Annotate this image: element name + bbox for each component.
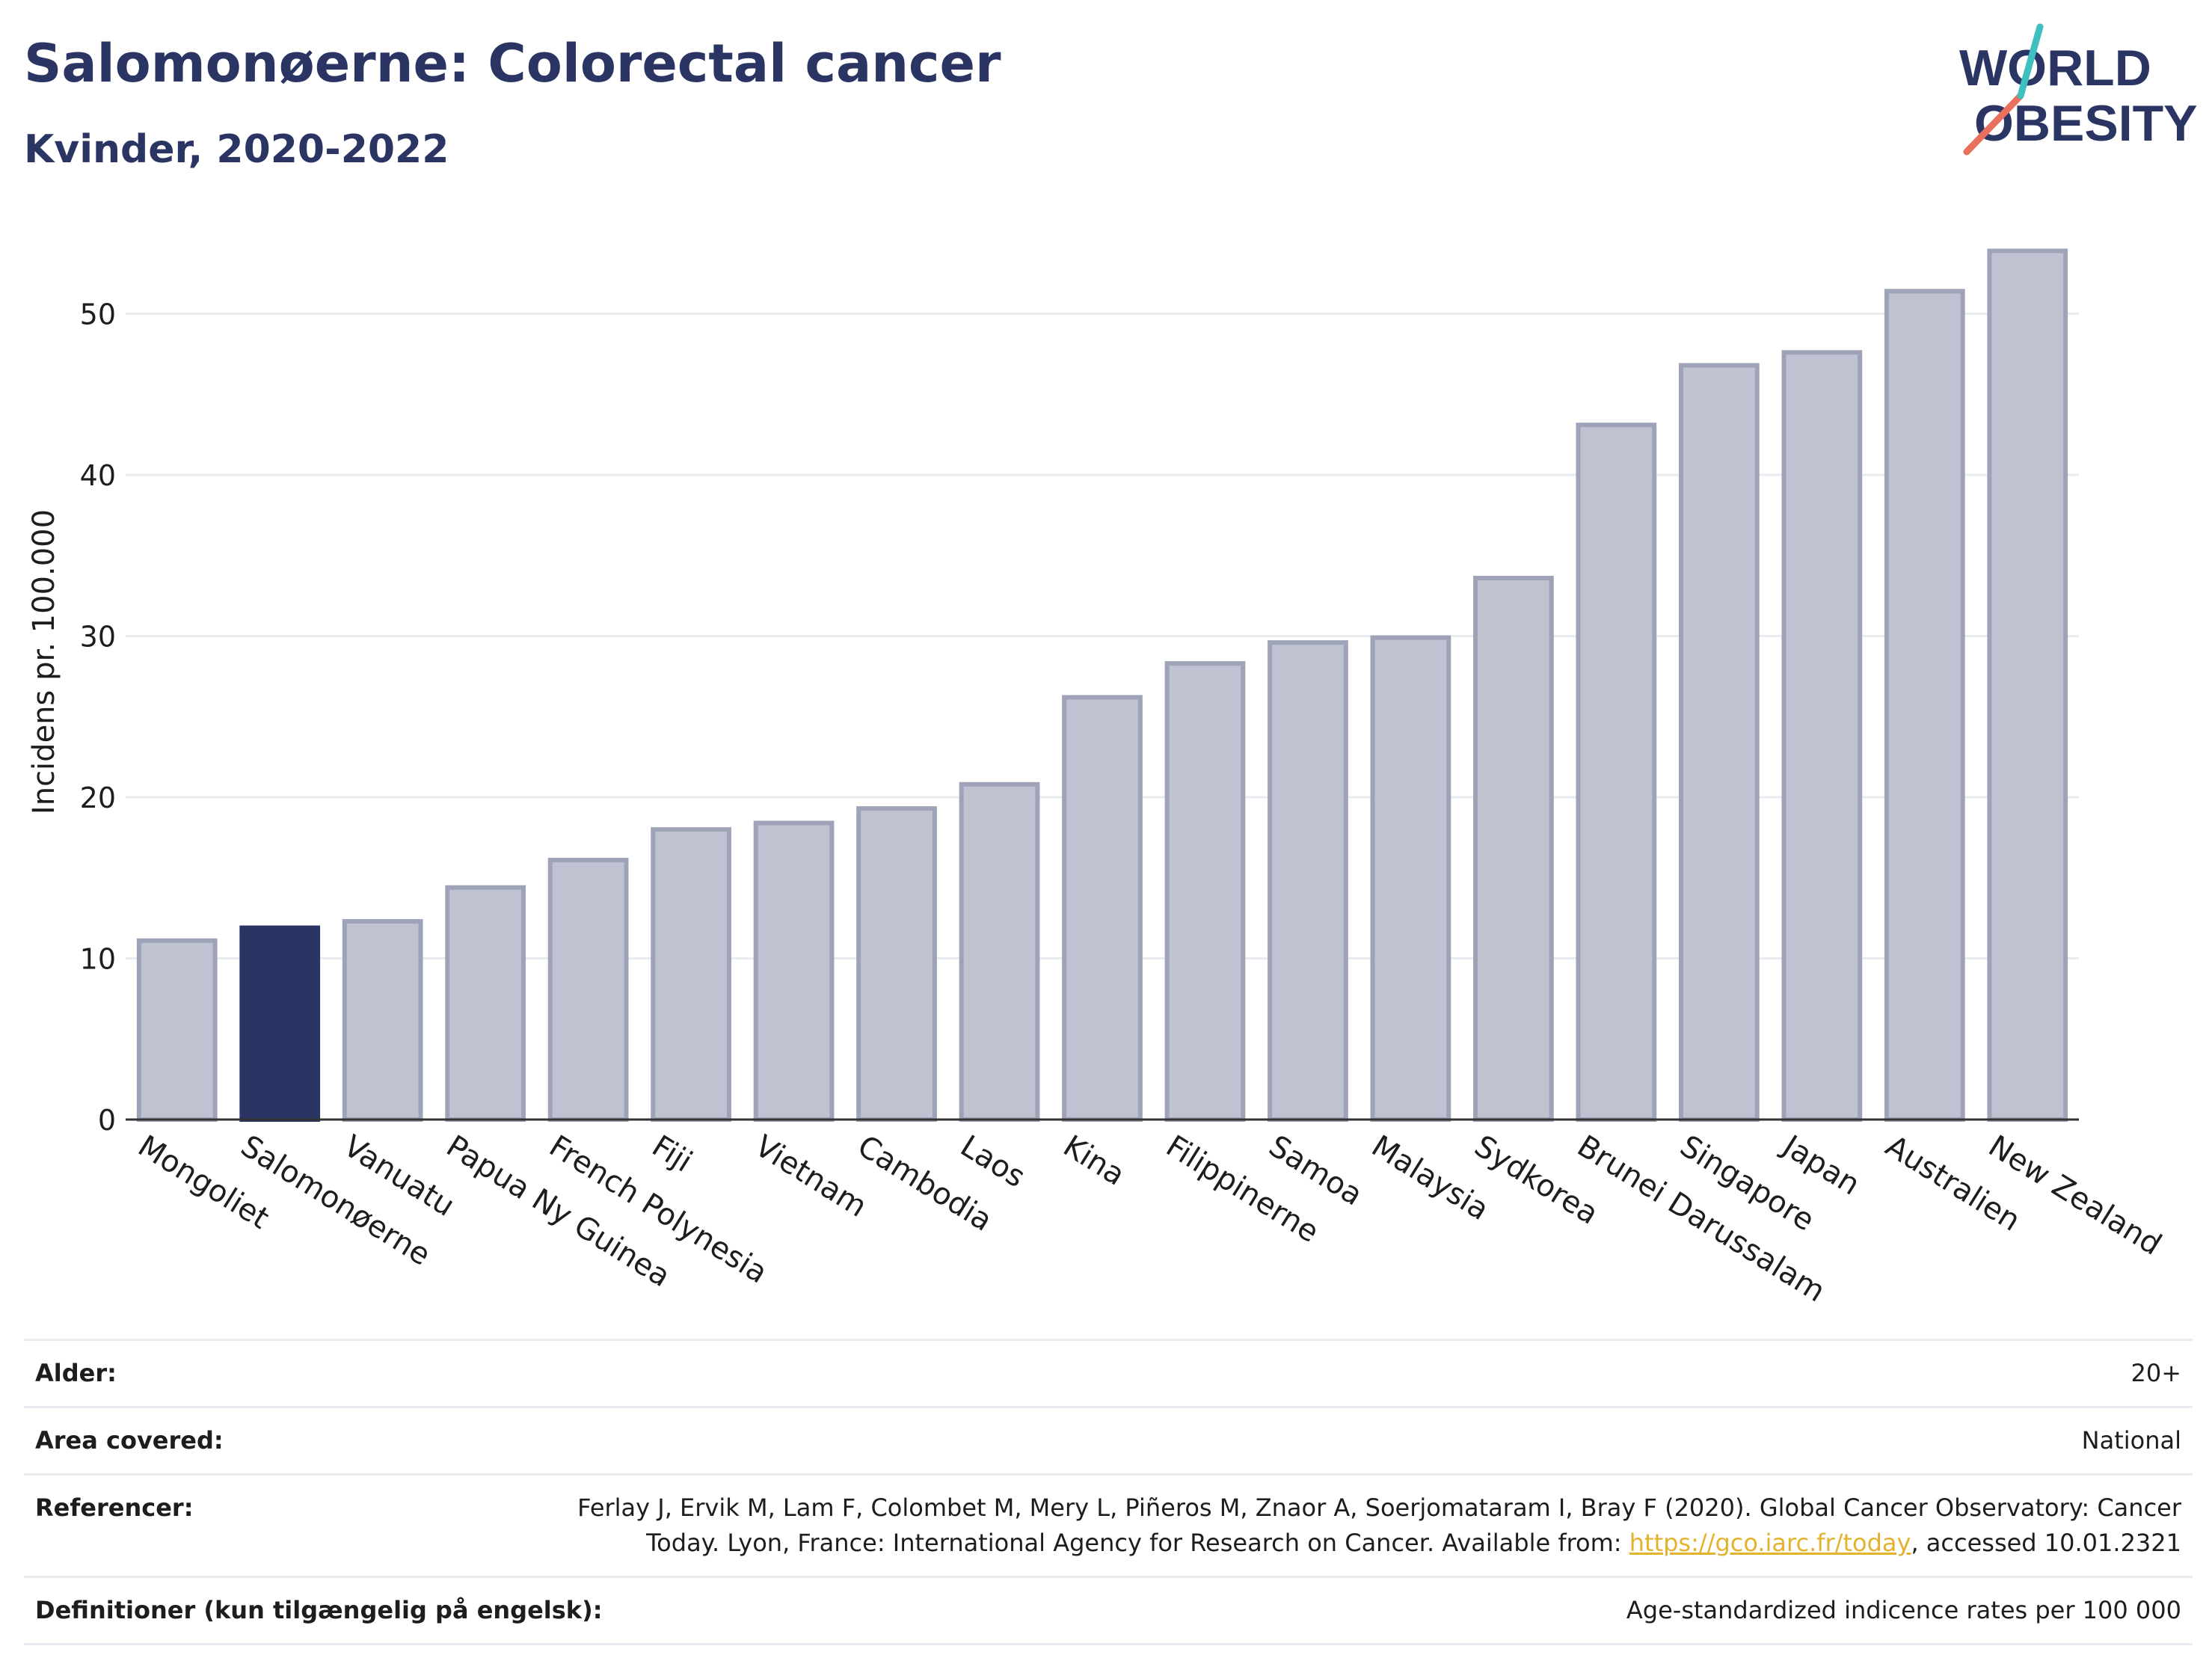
bar-new-zealand <box>1987 248 2068 1123</box>
bar-salomonøerne <box>239 925 321 1123</box>
age-label: Alder: <box>35 1359 117 1387</box>
world-obesity-logo: WORLD OBESITY <box>1959 23 2198 156</box>
bar-kina <box>1062 695 1143 1122</box>
bar-vanuatu <box>342 918 423 1123</box>
y-axis-label: Incidens pr. 100.000 <box>27 509 61 814</box>
x-tick-label: Laos <box>954 1129 1030 1194</box>
area-value: National <box>2081 1426 2181 1455</box>
y-tick-label: 20 <box>80 782 116 814</box>
bar-filippinerne <box>1164 661 1246 1122</box>
definitions-label: Definitioner (kun tilgængelig på engelsk… <box>35 1596 603 1624</box>
svg-text:WORLD: WORLD <box>1959 40 2151 96</box>
x-tick-label: Malaysia <box>1365 1129 1495 1227</box>
bar-chart: 0 10 20 30 40 50 MongolietSalomonøerneVanuatu… <box>27 248 2167 1309</box>
definitions-value: Age-standardized indicence rates per 100… <box>1626 1596 2181 1624</box>
bar-papua-ny-guinea <box>445 885 526 1123</box>
references-accessed: , accessed 10.01.2321 <box>1911 1529 2181 1557</box>
references-label: Referencer: <box>35 1493 194 1522</box>
bar-japan <box>1781 350 1863 1123</box>
bar-cambodia <box>856 806 937 1122</box>
bar-samoa <box>1268 640 1348 1122</box>
age-value: 20+ <box>2130 1359 2181 1387</box>
bar-fiji <box>651 827 731 1122</box>
chart-subtitle: Kvinder, 2020-2022 <box>24 127 449 172</box>
metadata-table: Alder: 20+ Area covered: National Refere… <box>24 1339 2193 1645</box>
area-label: Area covered: <box>35 1426 224 1455</box>
x-tick-label: Kina <box>1057 1129 1131 1192</box>
references-text: Ferlay J, Ervik M, Lam F, Colombet M, Me… <box>577 1493 2181 1557</box>
references-link[interactable]: https://gco.iarc.fr/today <box>1629 1529 1911 1557</box>
bar-singapore <box>1678 363 1760 1122</box>
y-tick-label: 30 <box>80 621 116 654</box>
bar-malaysia <box>1370 635 1451 1122</box>
y-tick-label: 10 <box>80 943 116 976</box>
meta-row-definitions: Definitioner (kun tilgængelig på engelsk… <box>24 1576 2193 1645</box>
meta-row-area: Area covered: National <box>24 1406 2193 1473</box>
bar-australien <box>1884 289 1965 1123</box>
meta-row-references: Referencer: Ferlay J, Ervik M, Lam F, Co… <box>24 1473 2193 1576</box>
y-tick-label: 40 <box>80 459 116 492</box>
meta-row-age: Alder: 20+ <box>24 1339 2193 1406</box>
x-tick-label: Fiji <box>646 1129 698 1179</box>
chart-title: Salomonøerne: Colorectal cancer <box>24 33 1001 94</box>
bar-sydkorea <box>1473 575 1554 1122</box>
x-tick-label: Vietnam <box>749 1129 873 1223</box>
bar-laos <box>959 782 1040 1122</box>
bar-brunei-darussalam <box>1576 423 1657 1122</box>
x-tick-label: New Zealand <box>1982 1129 2167 1262</box>
bar-mongoliet <box>136 938 218 1123</box>
bar-vietnam <box>753 820 835 1122</box>
y-axis-ticks: 0 10 20 30 40 50 <box>80 298 116 1137</box>
bars <box>136 248 2068 1123</box>
references-value: Ferlay J, Ervik M, Lam F, Colombet M, Me… <box>551 1490 2193 1561</box>
y-tick-label: 0 <box>98 1104 116 1137</box>
y-tick-label: 50 <box>80 298 116 331</box>
bar-french-polynesia <box>547 858 629 1123</box>
